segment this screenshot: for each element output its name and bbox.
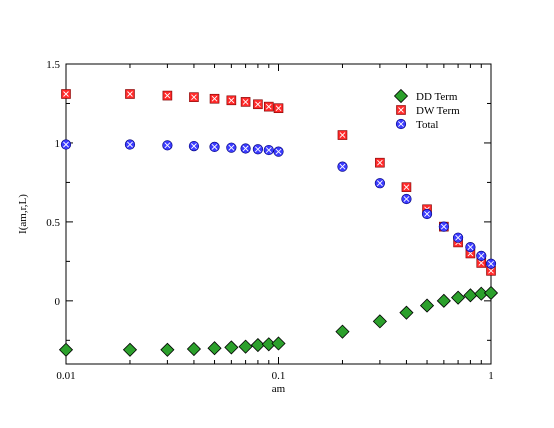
total-point: [273, 146, 284, 157]
dw-term-point: [240, 97, 251, 107]
series-dd-term: [58, 285, 499, 357]
dd-term-point: [335, 324, 350, 339]
dw-term-point: [125, 89, 135, 99]
total-point: [263, 144, 274, 156]
dw-term-point: [273, 103, 284, 114]
dw-term-point: [253, 99, 263, 110]
legend: DD Term DW Term Total: [393, 88, 460, 131]
series-dw-term: [61, 89, 496, 276]
dd-term-point: [463, 288, 478, 303]
dd-term-point: [186, 341, 202, 357]
dd-term-point: [160, 342, 175, 357]
legend-marker: [395, 118, 407, 130]
dw-term-point: [189, 92, 199, 102]
total-point: [465, 242, 476, 253]
dw-term-point: [209, 93, 220, 104]
total-point: [226, 142, 237, 153]
legend-label: DD Term: [416, 91, 458, 103]
total-point: [252, 144, 264, 155]
x-tick-label: 1: [488, 370, 494, 382]
dd-term-point: [399, 305, 414, 320]
y-tick-label: 0: [55, 296, 61, 308]
total-point: [476, 250, 487, 261]
dw-term-point: [263, 101, 274, 112]
dd-term-point: [250, 337, 265, 353]
total-point: [124, 139, 136, 150]
y-tick-label: 1: [55, 138, 61, 150]
legend-label: DW Term: [416, 105, 460, 117]
dd-term-point: [224, 340, 239, 355]
total-point: [421, 208, 433, 220]
dw-term-point: [61, 89, 71, 99]
dd-term-point: [483, 285, 499, 301]
dd-term-point: [58, 342, 74, 357]
dd-term-point: [122, 342, 138, 357]
y-tick-label: 1.5: [46, 59, 60, 71]
total-point: [60, 139, 72, 150]
dd-term-point: [207, 341, 222, 356]
axis-labels: am I(am,r,L): [17, 194, 286, 395]
total-point: [485, 258, 497, 269]
y-tick-label: 0.5: [46, 217, 60, 229]
dd-term-point: [436, 293, 451, 308]
dw-term-point: [337, 130, 348, 140]
x-axis-label: am: [272, 383, 286, 395]
dd-term-point: [451, 290, 466, 305]
total-point: [374, 178, 385, 189]
total-point: [337, 161, 348, 172]
legend-marker: [393, 88, 409, 104]
dw-term-point: [375, 157, 385, 168]
total-point: [188, 141, 200, 152]
dd-term-point: [238, 339, 253, 354]
data-points: [58, 89, 499, 357]
total-point: [162, 140, 173, 151]
dw-term-point: [226, 95, 237, 106]
legend-label: Total: [416, 119, 438, 131]
legend-item: Total: [395, 118, 438, 131]
total-point: [438, 221, 449, 232]
x-tick-label: 0.1: [272, 370, 286, 382]
legend-item: DD Term: [393, 88, 458, 104]
series-total: [60, 139, 497, 269]
y-axis-label: I(am,r,L): [17, 194, 29, 234]
axis-ticks: 0.01 0.1 1 0 0.5 1 1.5: [46, 59, 494, 382]
dd-term-point: [372, 314, 387, 329]
x-tick-label: 0.01: [56, 370, 75, 382]
total-point: [401, 193, 412, 205]
legend-item: DW Term: [396, 105, 460, 117]
dd-term-point: [271, 336, 286, 351]
total-point: [240, 143, 251, 154]
legend-marker: [396, 105, 406, 115]
dw-term-point: [162, 90, 173, 101]
dd-term-point: [419, 298, 435, 313]
total-point: [452, 232, 464, 243]
total-point: [209, 141, 220, 152]
dw-term-point: [401, 182, 412, 192]
